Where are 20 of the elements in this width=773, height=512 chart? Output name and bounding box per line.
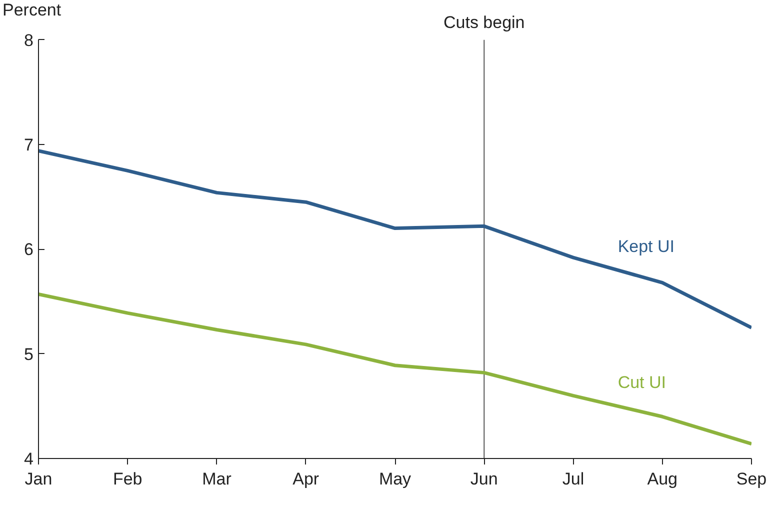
y-tick-label: 6 (24, 240, 34, 260)
series-label: Kept UI (618, 237, 675, 256)
ref-line-label: Cuts begin (443, 12, 525, 32)
x-tick-label: Jun (470, 470, 498, 488)
x-tick-label: Mar (202, 470, 232, 488)
line-series (38, 149, 752, 330)
x-tick-label: Sep (736, 470, 767, 488)
x-tick-label: May (378, 470, 412, 488)
y-tick-label: 4 (24, 450, 34, 468)
y-axis-title: Percent (2, 0, 62, 20)
y-tick-label: 8 (24, 30, 34, 50)
y-tick-label: 7 (24, 136, 34, 155)
line-series (38, 292, 752, 446)
x-tick-label: Feb (112, 470, 142, 488)
x-tick-label: Aug (647, 470, 678, 488)
series-label: Cut UI (618, 373, 666, 392)
x-tick-label: Apr (292, 470, 320, 488)
x-tick-label: Jan (24, 470, 52, 488)
y-tick-label: 5 (24, 344, 34, 364)
x-tick-label: Jul (562, 470, 584, 488)
